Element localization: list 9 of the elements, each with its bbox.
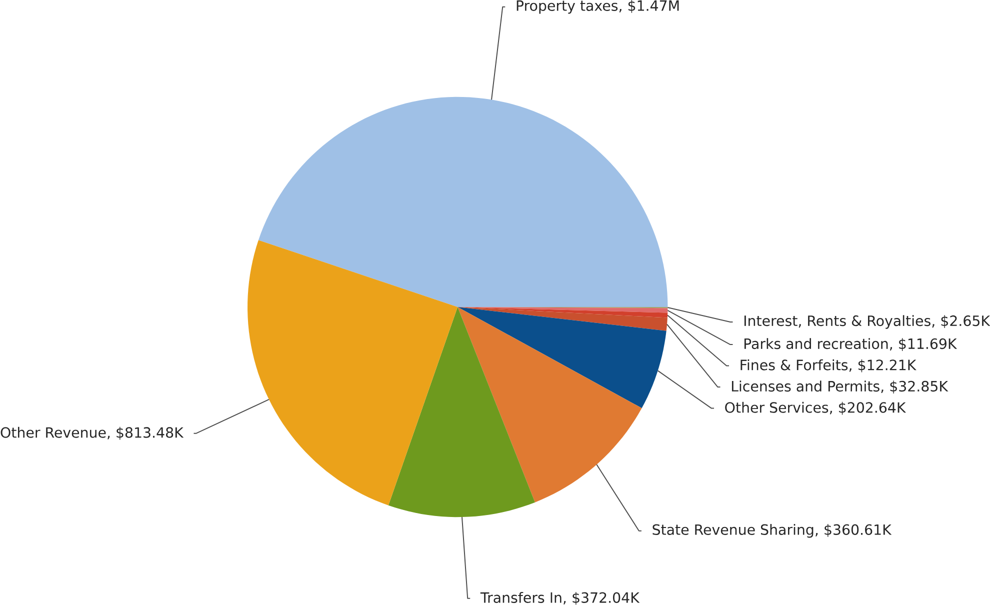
slice-label: State Revenue Sharing, $360.61K — [652, 524, 892, 538]
slice-label: Parks and recreation, $11.69K — [744, 338, 958, 352]
slice-label: Licenses and Permits, $32.85K — [732, 380, 948, 394]
slice-label: Other Revenue, $813.48K — [0, 426, 184, 440]
slice-label: Other Services, $202.64K — [725, 402, 906, 415]
slice-label: Fines & Forfeits, $12.21K — [740, 359, 916, 372]
slice-label: Property taxes, $1.47M — [516, 0, 679, 14]
slice-label: Interest, Rents & Royalties, $2.65K — [744, 315, 990, 329]
slice-label: Transfers In, $372.04K — [480, 592, 640, 605]
